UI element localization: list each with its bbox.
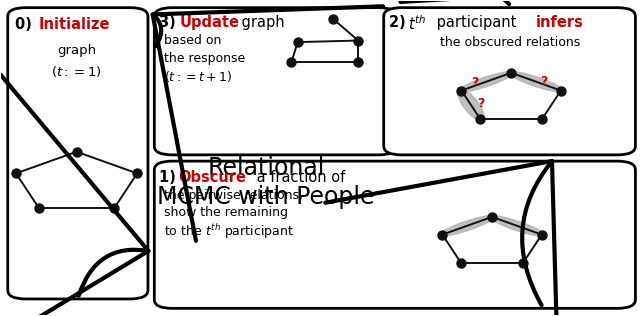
- Point: [72, 149, 82, 154]
- Text: participant: participant: [431, 15, 520, 29]
- Ellipse shape: [509, 71, 563, 92]
- Point: [286, 60, 296, 65]
- Point: [456, 88, 467, 93]
- Text: based on: based on: [164, 34, 221, 47]
- Text: 0): 0): [15, 17, 37, 32]
- Point: [132, 171, 142, 176]
- FancyArrowPatch shape: [153, 6, 383, 241]
- FancyArrowPatch shape: [401, 0, 631, 4]
- Point: [11, 171, 21, 176]
- FancyBboxPatch shape: [8, 8, 148, 299]
- Text: ?: ?: [471, 76, 479, 89]
- Point: [518, 261, 528, 266]
- Point: [292, 40, 303, 45]
- Text: the pairwise relations,: the pairwise relations,: [164, 189, 303, 202]
- Text: 3): 3): [159, 15, 180, 29]
- Point: [536, 232, 547, 237]
- Text: to the $t^{th}$ participant: to the $t^{th}$ participant: [164, 222, 294, 241]
- Text: the response: the response: [164, 52, 245, 64]
- Point: [353, 38, 364, 43]
- Point: [537, 117, 547, 122]
- Point: [456, 261, 467, 266]
- FancyArrowPatch shape: [0, 74, 148, 316]
- FancyBboxPatch shape: [384, 8, 636, 155]
- Text: $(t := t + 1)$: $(t := t + 1)$: [164, 69, 232, 84]
- Text: the obscured relations: the obscured relations: [440, 36, 580, 50]
- Text: show the remaining: show the remaining: [164, 206, 288, 219]
- Text: Obscure: Obscure: [179, 170, 246, 185]
- Text: Update: Update: [180, 15, 240, 29]
- Point: [109, 206, 119, 211]
- FancyArrowPatch shape: [325, 161, 559, 316]
- Ellipse shape: [490, 216, 544, 236]
- Point: [506, 70, 516, 75]
- Point: [437, 232, 447, 237]
- Text: 1): 1): [159, 170, 180, 185]
- Text: Relational
MCMC with People: Relational MCMC with People: [157, 156, 374, 209]
- FancyBboxPatch shape: [154, 161, 636, 308]
- Point: [476, 117, 486, 122]
- Text: graph: graph: [237, 15, 285, 29]
- Text: infers: infers: [536, 15, 583, 29]
- Text: a fraction of: a fraction of: [252, 170, 345, 185]
- Point: [556, 88, 566, 93]
- Text: graph: graph: [57, 44, 96, 57]
- Ellipse shape: [458, 89, 484, 120]
- Text: $(t := 1)$: $(t := 1)$: [51, 64, 102, 79]
- Text: 2): 2): [389, 15, 411, 29]
- Point: [328, 16, 338, 21]
- Ellipse shape: [459, 71, 513, 92]
- Text: $t^{th}$: $t^{th}$: [408, 15, 427, 33]
- Point: [34, 206, 44, 211]
- Text: ?: ?: [477, 97, 484, 110]
- FancyBboxPatch shape: [154, 8, 396, 155]
- Text: Initialize: Initialize: [38, 17, 110, 32]
- Point: [487, 214, 497, 219]
- Ellipse shape: [440, 216, 495, 236]
- Text: ?: ?: [540, 75, 547, 88]
- Point: [353, 60, 364, 65]
